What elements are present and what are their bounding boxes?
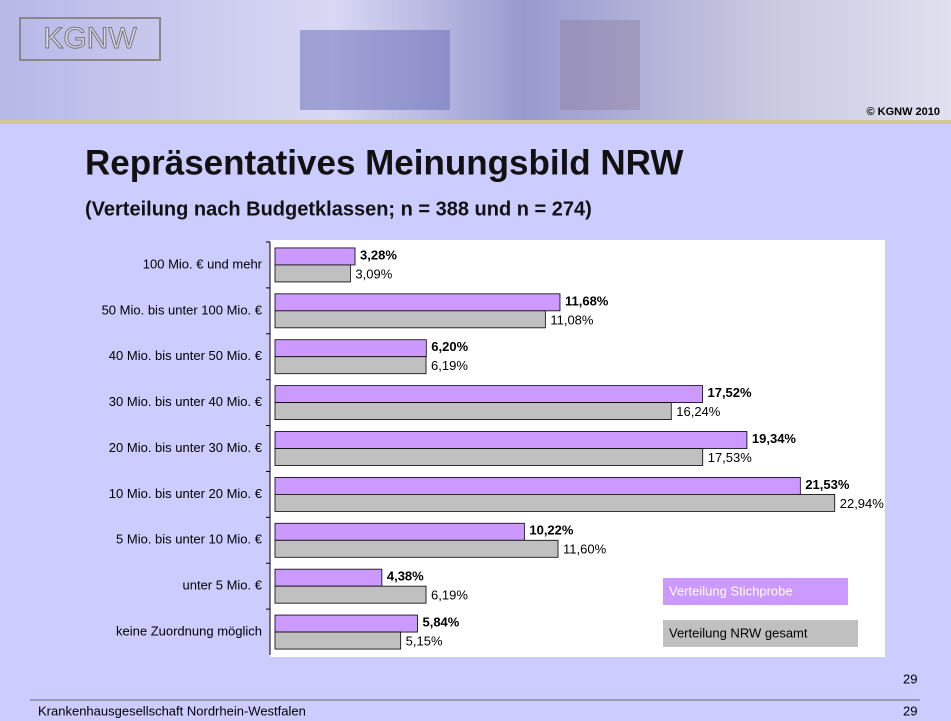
value-label: 17,52% (707, 385, 752, 400)
category-label: 50 Mio. bis unter 100 Mio. € (102, 302, 263, 317)
category-label: keine Zuordnung möglich (116, 623, 262, 638)
bar (275, 386, 702, 403)
value-label: 5,84% (422, 614, 459, 629)
value-label: 10,22% (529, 523, 574, 538)
category-label: 100 Mio. € und mehr (143, 256, 263, 271)
value-label: 22,94% (840, 496, 885, 511)
header-strip (0, 120, 951, 124)
decoration (560, 20, 640, 110)
value-label: 6,19% (431, 358, 468, 373)
value-label: 21,53% (805, 477, 850, 492)
bar (275, 569, 382, 586)
value-label: 6,19% (431, 588, 468, 603)
value-label: 11,68% (565, 293, 609, 308)
decoration (300, 30, 450, 110)
value-label: 17,53% (708, 450, 753, 465)
category-label: 20 Mio. bis unter 30 Mio. € (109, 440, 263, 455)
legend-label: Verteilung NRW gesamt (669, 625, 808, 640)
page: {"header": {"logo": "KGNW", "copyright":… (0, 0, 951, 721)
title: Repräsentatives Meinungsbild NRW (85, 143, 683, 182)
category-label: 5 Mio. bis unter 10 Mio. € (116, 532, 263, 547)
bar (275, 357, 426, 374)
bar (275, 632, 401, 649)
copyright: © KGNW 2010 (866, 106, 940, 118)
legend-label: Verteilung Stichprobe (669, 583, 793, 598)
bar (275, 265, 350, 282)
bar (275, 523, 524, 540)
subtitle: (Verteilung nach Budgetklassen; n = 388 … (85, 198, 592, 220)
bar (275, 494, 835, 511)
value-label: 5,15% (406, 633, 443, 648)
bar (275, 432, 747, 449)
value-label: 16,24% (676, 404, 721, 419)
slide-number: 29 (903, 671, 917, 686)
category-label: 30 Mio. bis unter 40 Mio. € (109, 394, 263, 409)
value-label: 11,08% (550, 312, 594, 327)
value-label: 3,28% (360, 247, 397, 262)
bar (275, 294, 560, 311)
value-label: 11,60% (563, 542, 607, 557)
value-label: 6,20% (431, 339, 468, 354)
bar (275, 449, 703, 466)
category-label: unter 5 Mio. € (183, 578, 263, 593)
bar (275, 311, 545, 328)
slide: KGNW © KGNW 2010 Repräsentatives Meinung… (0, 0, 951, 721)
category-label: 10 Mio. bis unter 20 Mio. € (109, 486, 263, 501)
bar (275, 403, 671, 420)
logo: KGNW (43, 22, 137, 55)
page-number: 29 (903, 703, 917, 718)
bar (275, 340, 426, 357)
footer-text: Krankenhausgesellschaft Nordrhein-Westfa… (38, 703, 306, 718)
bar (275, 615, 417, 632)
value-label: 19,34% (752, 431, 797, 446)
bar (275, 586, 426, 603)
category-label: 40 Mio. bis unter 50 Mio. € (109, 348, 263, 363)
bar (275, 540, 558, 557)
bar (275, 248, 355, 265)
bar (275, 477, 800, 494)
value-label: 3,09% (355, 266, 392, 281)
value-label: 4,38% (387, 569, 424, 584)
